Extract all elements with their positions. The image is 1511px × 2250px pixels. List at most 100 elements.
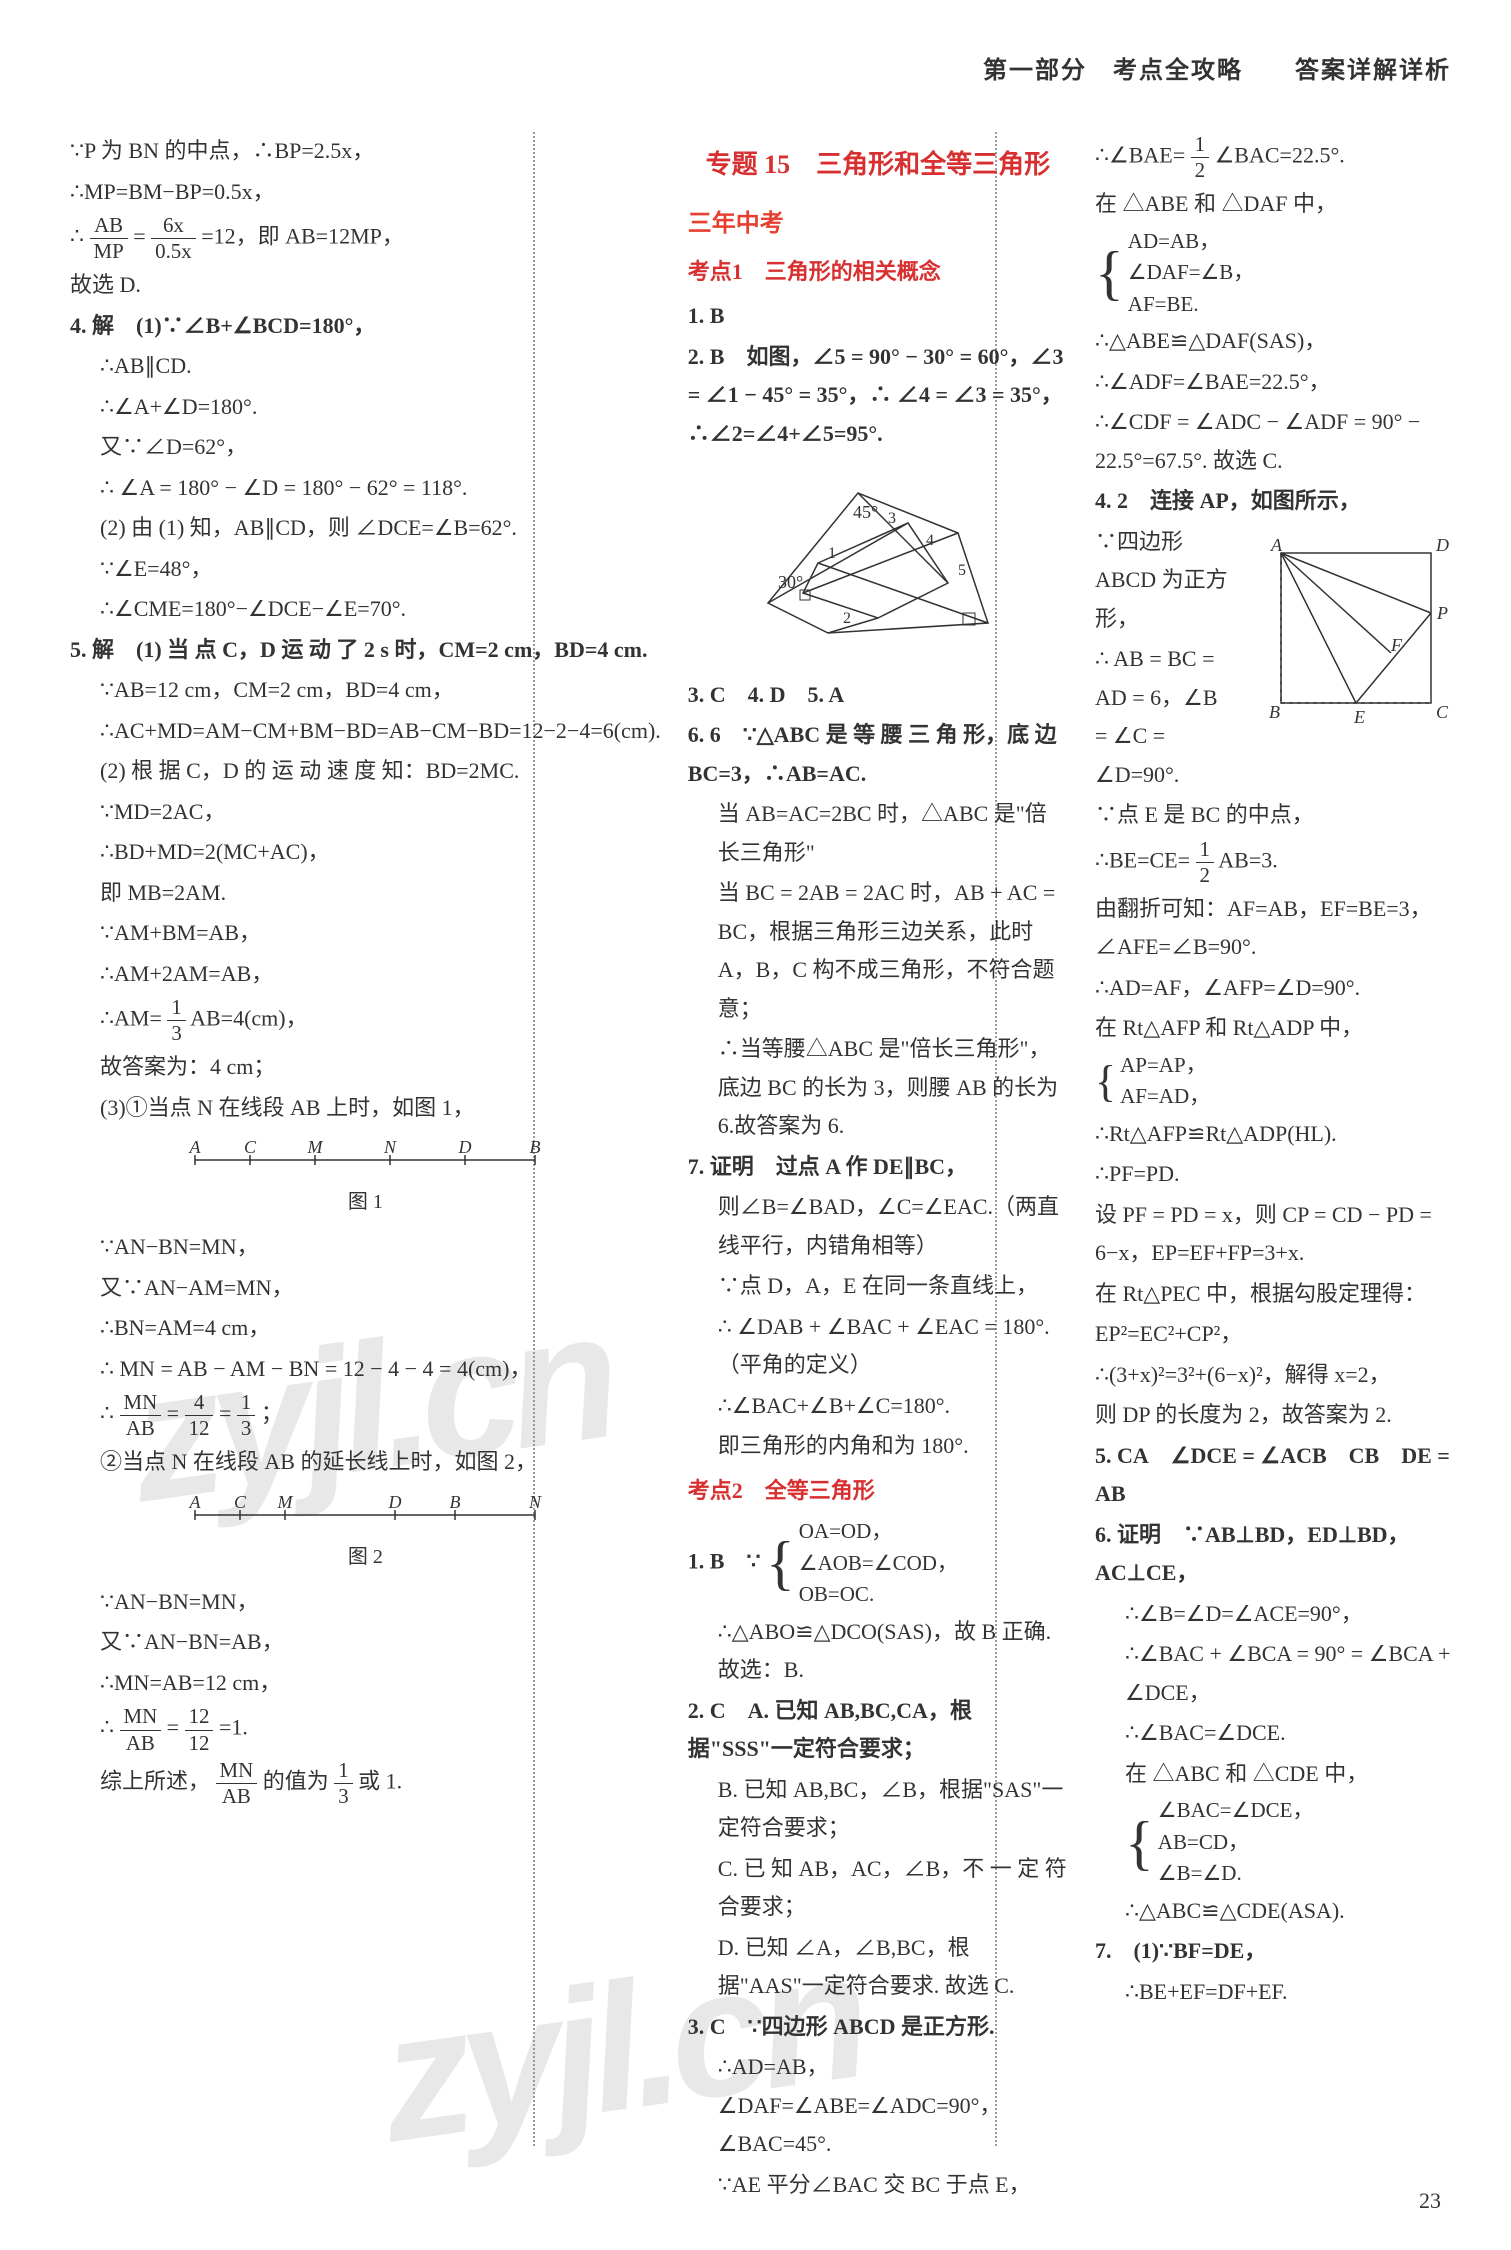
brace-line: ∠DAF=∠B， <box>1128 260 1255 284</box>
frac-den: 3 <box>167 1021 185 1046</box>
frac-den: AB <box>120 1416 162 1441</box>
c3-line: { AP=AP， AF=AD， <box>1095 1050 1451 1113</box>
c3-line: { ∠BAC=∠DCE， AB=CD， ∠B=∠D. <box>1095 1795 1451 1890</box>
svg-text:4: 4 <box>926 532 934 549</box>
frac-num: 1 <box>237 1390 255 1416</box>
text: AB=3. <box>1218 847 1277 872</box>
c3-line: 7. (1)∵BF=DE， <box>1095 1932 1451 1971</box>
fraction: MNAB <box>216 1758 258 1809</box>
c1-line: ∴∠A+∠D=180°. <box>70 388 661 427</box>
svg-text:2: 2 <box>843 610 851 627</box>
frac-num: 4 <box>185 1390 214 1416</box>
text: AB=4(cm)， <box>190 1006 308 1031</box>
frac-num: AB <box>90 213 128 239</box>
frac-den: 3 <box>334 1784 352 1809</box>
item-num: 2. B 如图，∠5 = 90° − 30° = 60°，∠3 = ∠1 − 4… <box>688 344 1064 446</box>
c1-line: ∴ ABMP = 6x0.5x =12，即 AB=12MP， <box>70 213 661 264</box>
section-title: 三年中考 <box>688 203 1068 245</box>
frac-num: 12 <box>185 1704 214 1730</box>
c1-line: ∴AB∥CD. <box>70 347 661 386</box>
brace-line: OB=OC. <box>799 1582 874 1606</box>
figure-caption: 图 1 <box>70 1185 661 1220</box>
frac-num: MN <box>120 1390 162 1416</box>
c3-line: { AD=AB， ∠DAF=∠B， AF=BE. <box>1095 226 1451 321</box>
brace-group: { ∠BAC=∠DCE， AB=CD， ∠B=∠D. <box>1125 1795 1314 1890</box>
c1-line: ∵MD=2AC， <box>70 793 661 832</box>
fraction: 12 <box>1191 132 1209 183</box>
c1-line: 又∵AN−BN=AB， <box>70 1623 661 1662</box>
frac-num: MN <box>120 1704 162 1730</box>
c1-line: ∴AC+MD=AM−CM+BM−BD=AB−CM−BD=12−2−4=6(cm)… <box>70 712 661 751</box>
brace-line: AP=AP， <box>1120 1053 1207 1077</box>
text: ∴BE=CE= <box>1095 847 1190 872</box>
c2-line: 当 AB=AC=2BC 时，△ABC 是"倍长三角形" <box>688 795 1068 872</box>
c1-line: ∴BN=AM=4 cm， <box>70 1309 661 1348</box>
brace-line: OA=OD， <box>799 1519 893 1543</box>
c3-line: ∴BE=CE= 12 AB=3. <box>1095 837 1451 888</box>
c2-line: 2. B 如图，∠5 = 90° − 30° = 60°，∠3 = ∠1 − 4… <box>688 338 1068 454</box>
c1-line: 综上所述， MNAB 的值为 13 或 1. <box>70 1758 661 1809</box>
c1-line: ∴ MN = AB − AM − BN = 12 − 4 − 4 = 4(cm)… <box>70 1350 661 1389</box>
svg-text:N: N <box>528 1492 542 1512</box>
column-3: ∴∠BAE= 12 ∠BAC=22.5°. 在 △ABE 和 △DAF 中， {… <box>1095 132 1451 2206</box>
text: ∴AM= <box>100 1006 162 1031</box>
fraction: 1212 <box>185 1704 214 1755</box>
brace-left: { <box>1095 1064 1116 1099</box>
c3-line: ∴AD=AF，∠AFP=∠D=90°. <box>1095 969 1451 1008</box>
frac-den: MP <box>90 239 128 264</box>
svg-text:3: 3 <box>888 510 896 527</box>
fraction: 13 <box>334 1758 352 1809</box>
fraction: 12 <box>1196 837 1214 888</box>
svg-text:A: A <box>1270 535 1283 555</box>
svg-text:B: B <box>450 1492 461 1512</box>
brace-left: { <box>766 1539 795 1587</box>
c3-line: ∴∠CDF = ∠ADC − ∠ADF = 90° − 22.5°=67.5°.… <box>1095 403 1451 480</box>
item-num: 3. C ∵四边形 ABCD 是正方形. <box>688 2014 995 2039</box>
c1-line: ∴ ∠A = 180° − ∠D = 180° − 62° = 118°. <box>70 469 661 508</box>
brace-line: ∠AOB=∠COD， <box>799 1551 958 1575</box>
content-columns: ∵P 为 BN 的中点，∴BP=2.5x， ∴MP=BM−BP=0.5x， ∴ … <box>70 132 1451 2206</box>
c1-line: (2) 由 (1) 知，AB∥CD，则 ∠DCE=∠B=62°. <box>70 509 661 548</box>
c2-line: ∴△ABO≌△DCO(SAS)，故 B 正确.故选：B. <box>688 1613 1068 1690</box>
c3-line: 在 Rt△AFP 和 Rt△ADP 中， <box>1095 1009 1451 1048</box>
c3-line: ∴∠BAC + ∠BCA = 90° = ∠BCA + ∠DCE， <box>1095 1635 1451 1712</box>
brace-line: ∠B=∠D. <box>1158 1861 1242 1885</box>
c3-line: ∴∠BAE= 12 ∠BAC=22.5°. <box>1095 132 1451 183</box>
text: ； <box>261 1401 283 1426</box>
svg-text:M: M <box>277 1492 294 1512</box>
svg-text:C: C <box>234 1492 247 1512</box>
figure-star: 45° 30° 1 2 3 4 5 <box>688 463 1068 666</box>
svg-text:D: D <box>1435 535 1449 555</box>
c2-line: ∴当等腰△ABC 是"倍长三角形"，底边 BC 的长为 3，则腰 AB 的长为 … <box>688 1030 1068 1146</box>
item-num: 1. B ∵ <box>688 1548 761 1573</box>
c1-line: ∴MP=BM−BP=0.5x， <box>70 173 661 212</box>
c3-line: 设 PF = PD = x，则 CP = CD − PD = 6−x，EP=EF… <box>1095 1196 1451 1273</box>
c1-line: ∵∠E=48°， <box>70 550 661 589</box>
item-num: 5. CA ∠DCE = ∠ACB CB DE = AB <box>1095 1443 1450 1507</box>
c1-line: 4. 解 (1)∵∠B+∠BCD=180°， <box>70 307 661 346</box>
svg-text:E: E <box>1353 707 1365 727</box>
svg-text:N: N <box>383 1137 397 1157</box>
text: =1. <box>219 1715 248 1740</box>
c2-line: 当 BC = 2AB = 2AC 时，AB + AC = BC，根据三角形三边关… <box>688 874 1068 1028</box>
c1-line: ∵AN−BN=MN， <box>70 1583 661 1622</box>
svg-text:C: C <box>1436 702 1449 722</box>
brace-group: { AD=AB， ∠DAF=∠B， AF=BE. <box>1095 226 1254 321</box>
figure-numline-2: A C M D B N 图 2 <box>70 1490 661 1575</box>
c2-line: 3. C 4. D 5. A <box>688 676 1068 715</box>
item-num: 4. 2 连接 AP，如图所示， <box>1095 488 1361 513</box>
c2-line: ∵AE 平分∠BAC 交 BC 于点 E， <box>688 2166 1068 2205</box>
c3-line: ∴∠ADF=∠BAE=22.5°， <box>1095 363 1451 402</box>
c2-line: 3. C ∵四边形 ABCD 是正方形. <box>688 2008 1068 2047</box>
c1-line: ∴BD+MD=2(MC+AC)， <box>70 833 661 872</box>
fraction: 6x0.5x <box>151 213 196 264</box>
column-1: ∵P 为 BN 的中点，∴BP=2.5x， ∴MP=BM−BP=0.5x， ∴ … <box>70 132 661 2206</box>
svg-text:C: C <box>244 1137 257 1157</box>
c2-line: 6. 6 ∵△ABC 是 等 腰 三 角 形，底 边 BC=3，∴AB=AC. <box>688 716 1068 793</box>
c3-line: ∴△ABE≌△DAF(SAS)， <box>1095 322 1451 361</box>
c3-line: 在 △ABC 和 △CDE 中， <box>1095 1755 1451 1794</box>
text: 或 1. <box>358 1768 402 1793</box>
item-num: 1. B <box>688 303 725 328</box>
c3-line: ∴BE+EF=DF+EF. <box>1095 1973 1451 2012</box>
c1-line: ∵P 为 BN 的中点，∴BP=2.5x， <box>70 132 661 171</box>
